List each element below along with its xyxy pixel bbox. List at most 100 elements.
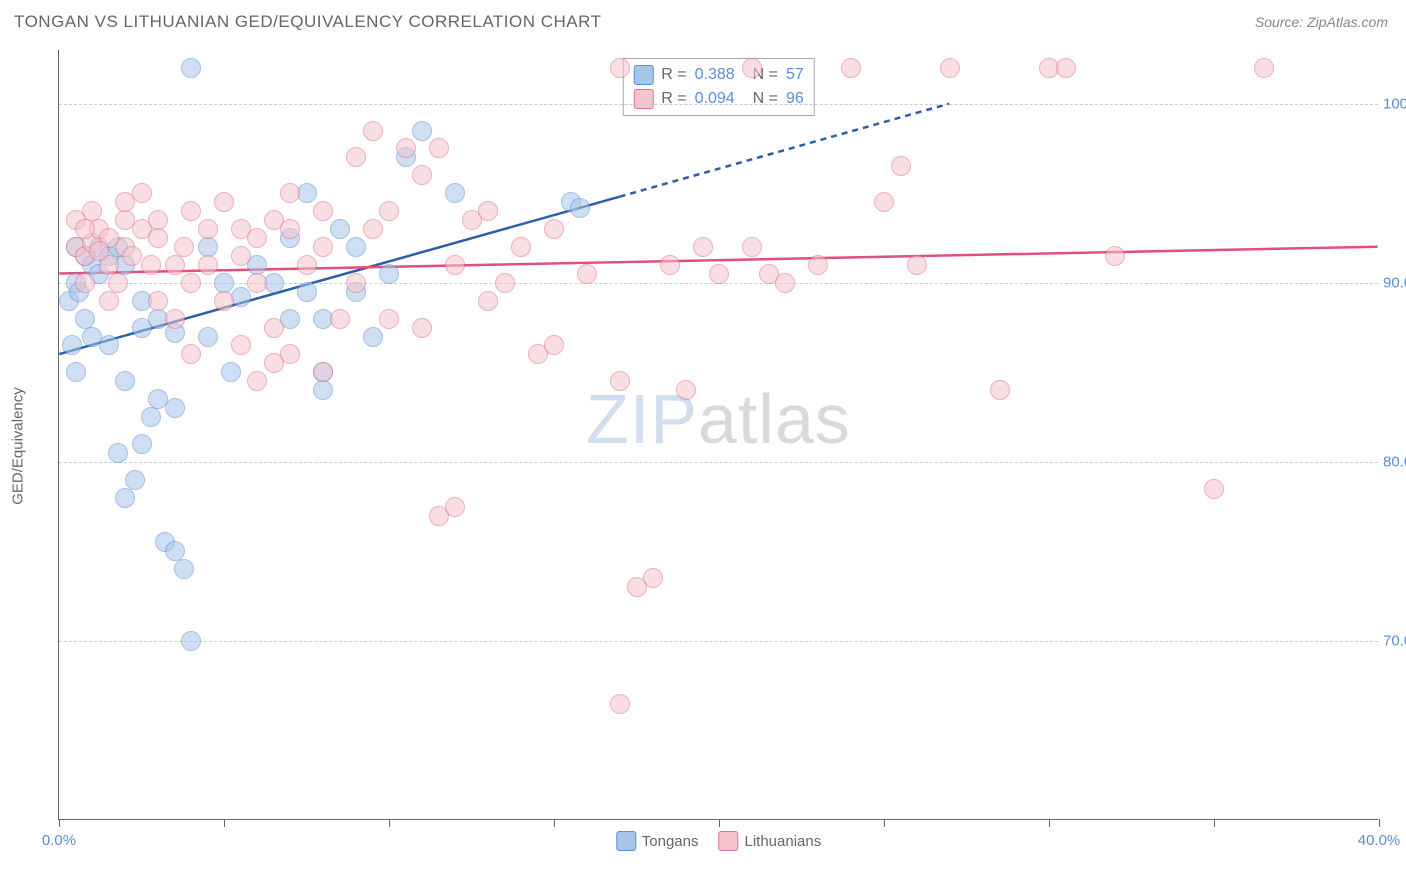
legend-n-value: 57	[786, 66, 804, 84]
legend-n-value: 96	[786, 90, 804, 108]
y-tick-label: 90.0%	[1383, 274, 1406, 291]
data-point	[330, 219, 350, 239]
data-point	[214, 192, 234, 212]
data-point	[115, 210, 135, 230]
data-point	[132, 434, 152, 454]
data-point	[297, 255, 317, 275]
data-point	[1254, 58, 1274, 78]
data-point	[412, 121, 432, 141]
data-point	[346, 147, 366, 167]
data-point	[610, 694, 630, 714]
data-point	[122, 246, 142, 266]
data-point	[379, 264, 399, 284]
data-point	[940, 58, 960, 78]
legend-r-label: R =	[661, 90, 686, 108]
series-legend-label: Tongans	[642, 833, 699, 850]
data-point	[313, 362, 333, 382]
y-axis-label: GED/Equivalency	[10, 387, 27, 505]
data-point	[181, 631, 201, 651]
data-point	[148, 228, 168, 248]
y-tick-label: 80.0%	[1383, 453, 1406, 470]
trend-line	[620, 104, 950, 197]
legend-row: R =0.388N =57	[633, 63, 803, 87]
data-point	[148, 291, 168, 311]
legend-r-label: R =	[661, 66, 686, 84]
data-point	[62, 335, 82, 355]
chart-title: TONGAN VS LITHUANIAN GED/EQUIVALENCY COR…	[14, 12, 601, 32]
x-tick	[719, 819, 720, 827]
data-point	[478, 291, 498, 311]
x-tick	[1214, 819, 1215, 827]
watermark-part2: atlas	[698, 380, 851, 458]
x-tick	[554, 819, 555, 827]
plot-area: ZIPatlas R =0.388N =57R =0.094N =96 Tong…	[58, 50, 1378, 820]
data-point	[643, 568, 663, 588]
gridline	[59, 462, 1378, 463]
data-point	[89, 241, 109, 261]
data-point	[247, 273, 267, 293]
data-point	[891, 156, 911, 176]
data-point	[198, 255, 218, 275]
legend-swatch	[633, 89, 653, 109]
legend-swatch	[616, 831, 636, 851]
data-point	[280, 219, 300, 239]
y-tick-label: 100.0%	[1383, 95, 1406, 112]
data-point	[346, 237, 366, 257]
data-point	[125, 470, 145, 490]
data-point	[570, 198, 590, 218]
data-point	[907, 255, 927, 275]
legend-r-value: 0.388	[695, 66, 745, 84]
data-point	[841, 58, 861, 78]
series-legend-label: Lithuanians	[744, 833, 821, 850]
data-point	[181, 201, 201, 221]
data-point	[148, 210, 168, 230]
data-point	[99, 335, 119, 355]
series-legend-item: Tongans	[616, 831, 699, 851]
data-point	[1204, 479, 1224, 499]
data-point	[231, 335, 251, 355]
x-tick	[1049, 819, 1050, 827]
data-point	[165, 398, 185, 418]
x-tick	[389, 819, 390, 827]
data-point	[445, 183, 465, 203]
data-point	[141, 255, 161, 275]
data-point	[412, 318, 432, 338]
data-point	[280, 183, 300, 203]
data-point	[363, 219, 383, 239]
data-point	[247, 228, 267, 248]
data-point	[742, 237, 762, 257]
data-point	[198, 327, 218, 347]
data-point	[544, 335, 564, 355]
data-point	[660, 255, 680, 275]
y-tick-label: 70.0%	[1383, 632, 1406, 649]
data-point	[165, 309, 185, 329]
data-point	[108, 443, 128, 463]
data-point	[808, 255, 828, 275]
data-point	[379, 201, 399, 221]
data-point	[313, 201, 333, 221]
data-point	[141, 407, 161, 427]
data-point	[247, 371, 267, 391]
data-point	[181, 273, 201, 293]
data-point	[990, 380, 1010, 400]
x-tick-label: 40.0%	[1358, 832, 1401, 849]
data-point	[346, 273, 366, 293]
data-point	[1056, 58, 1076, 78]
watermark: ZIPatlas	[586, 379, 851, 459]
legend-n-label: N =	[753, 90, 778, 108]
data-point	[108, 273, 128, 293]
data-point	[495, 273, 515, 293]
data-point	[174, 559, 194, 579]
trend-lines-layer	[59, 50, 1378, 819]
data-point	[412, 165, 432, 185]
gridline	[59, 104, 1378, 105]
data-point	[874, 192, 894, 212]
data-point	[99, 291, 119, 311]
data-point	[75, 219, 95, 239]
data-point	[297, 282, 317, 302]
data-point	[363, 121, 383, 141]
chart-container: TONGAN VS LITHUANIAN GED/EQUIVALENCY COR…	[0, 0, 1406, 892]
data-point	[742, 58, 762, 78]
legend-row: R =0.094N =96	[633, 87, 803, 111]
data-point	[478, 201, 498, 221]
